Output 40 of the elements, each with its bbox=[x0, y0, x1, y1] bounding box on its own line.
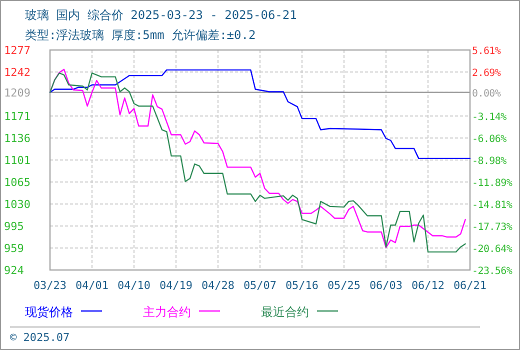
y2-tick-label: -23.56% bbox=[472, 266, 512, 277]
y-tick-label: 1101 bbox=[4, 154, 30, 167]
y2-tick-label: 0.00% bbox=[472, 88, 501, 100]
text: © 2025.07 bbox=[10, 331, 70, 344]
y-tick-label: 1242 bbox=[4, 66, 30, 79]
y-tick-label: 1065 bbox=[4, 176, 30, 189]
y-tick-label: 1277 bbox=[4, 44, 30, 57]
y-tick-label: 1171 bbox=[4, 110, 30, 123]
y2-tick-label: -8.98% bbox=[472, 156, 507, 168]
line-series bbox=[49, 69, 471, 160]
y-tick-label: 995 bbox=[4, 220, 24, 233]
y-tick-label: 1209 bbox=[4, 86, 30, 100]
x-tick-label: 06/03 bbox=[369, 279, 403, 292]
y-tick-label: 1136 bbox=[4, 132, 30, 145]
x-tick-label: 03/23 bbox=[33, 279, 67, 292]
y2-tick-label: -11.89% bbox=[472, 178, 512, 189]
y2-tick-label: -17.73% bbox=[472, 222, 512, 234]
y2-tick-label: -6.06% bbox=[472, 134, 507, 146]
x-tick-label: 05/16 bbox=[285, 279, 319, 292]
y2-tick-label: -20.64% bbox=[472, 244, 512, 255]
legend-label: 现货价格 bbox=[25, 305, 73, 319]
x-tick-label: 05/25 bbox=[327, 279, 361, 292]
x-tick-label: 05/07 bbox=[243, 279, 277, 292]
y2-tick-label: -3.14% bbox=[472, 112, 507, 123]
x-tick-label: 04/28 bbox=[201, 279, 235, 292]
x-tick-label: 04/10 bbox=[117, 279, 151, 292]
chart-title: 玻璃 国内 综合价 2025-03-23 - 2025-06-21 bbox=[25, 8, 297, 22]
y2-tick-label: 5.61% bbox=[472, 46, 501, 57]
y-tick-label: 959 bbox=[4, 242, 24, 255]
x-tick-label: 06/21 bbox=[453, 279, 487, 292]
x-tick-label: 04/01 bbox=[75, 279, 109, 292]
chart-subtitle: 类型:浮法玻璃 厚度:5mm 允许偏差:±0.2 bbox=[25, 28, 256, 42]
y2-tick-label: 2.69% bbox=[472, 68, 501, 80]
y-tick-label: 1030 bbox=[4, 198, 30, 211]
legend-label: 主力合约 bbox=[143, 305, 191, 319]
x-tick-label: 06/12 bbox=[411, 279, 445, 292]
x-tick-label: 04/19 bbox=[159, 279, 193, 292]
y2-tick-label: -14.81% bbox=[472, 200, 512, 212]
y-tick-label: 924 bbox=[4, 264, 24, 277]
legend-label: 最近合约 bbox=[261, 305, 309, 319]
